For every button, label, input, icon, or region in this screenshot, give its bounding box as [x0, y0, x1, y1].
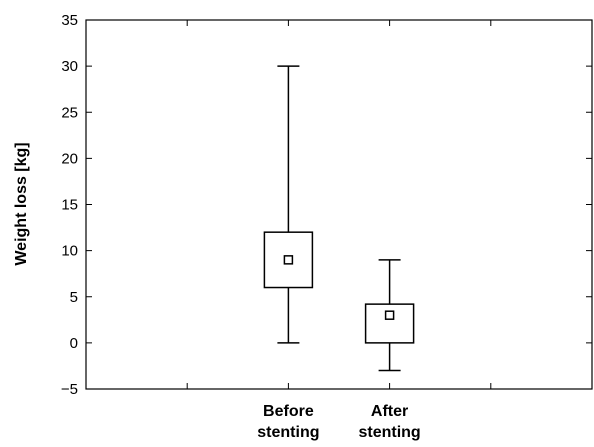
y-tick-label: 15 — [61, 197, 78, 214]
y-tick-label: 35 — [61, 12, 78, 29]
y-tick-label: 5 — [70, 289, 78, 306]
y-tick-label: −5 — [61, 381, 78, 398]
box-group — [263, 65, 314, 344]
x-category-label: Before — [263, 403, 314, 420]
mean-marker — [283, 255, 294, 265]
y-tick-label: 10 — [61, 243, 78, 260]
box-rect — [364, 303, 415, 344]
y-tick-label: 0 — [70, 335, 78, 352]
y-tick-label: 30 — [61, 58, 78, 75]
box-series — [263, 65, 415, 372]
x-category-label: After — [371, 403, 408, 420]
x-category-label: stenting — [257, 424, 319, 441]
mean-marker — [384, 310, 395, 320]
box-group — [364, 259, 415, 372]
y-axis-title: Weight loss [kg] — [13, 142, 30, 265]
y-axis: −5 0 5 10 15 20 25 30 35 — [61, 12, 592, 398]
y-tick-label: 20 — [61, 150, 78, 167]
y-tick-label: 25 — [61, 104, 78, 121]
x-axis: Before stenting After stenting — [186, 20, 492, 441]
x-category-label: stenting — [358, 424, 420, 441]
plot-frame — [85, 19, 593, 390]
